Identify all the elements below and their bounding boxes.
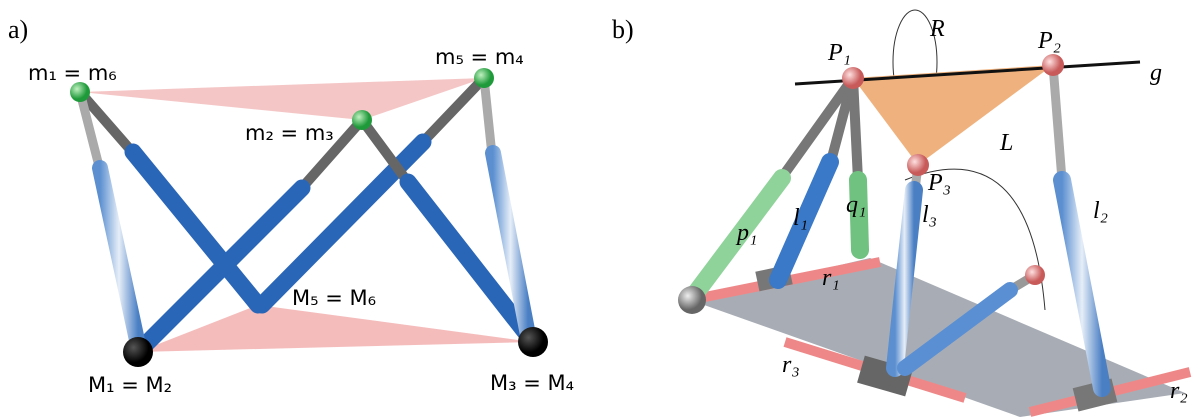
struts bbox=[80, 78, 533, 352]
platform bbox=[853, 65, 1053, 165]
label: m₅ = m₄ bbox=[435, 45, 524, 69]
label: m₂ = m₃ bbox=[245, 121, 334, 145]
joint bbox=[518, 327, 548, 357]
label: P₂ bbox=[1037, 28, 1061, 54]
joint bbox=[842, 67, 864, 89]
panel-b: b) P₁ P₂ P₃ R g L p₁ l₁ q₁ l₃ l₂ r₁ r₃ r… bbox=[612, 10, 1190, 417]
panel-a: a) m₁ = m₆ m₅ = m₄ m₂ = m₃ M₅ = M₆ M₁ = … bbox=[8, 15, 574, 397]
joint bbox=[678, 286, 706, 314]
joint bbox=[1025, 265, 1045, 285]
joint bbox=[907, 154, 929, 176]
joint bbox=[123, 337, 153, 367]
label: p₁ bbox=[735, 220, 757, 246]
label: M₃ = M₄ bbox=[490, 371, 574, 395]
label: l₃ bbox=[922, 202, 937, 228]
label: R bbox=[929, 16, 945, 42]
label: L bbox=[999, 130, 1013, 156]
label: g bbox=[1150, 60, 1162, 86]
joint bbox=[474, 68, 494, 88]
label: r₁ bbox=[822, 265, 840, 291]
top-triangle bbox=[80, 78, 484, 120]
bottom-triangle bbox=[138, 305, 533, 352]
label: l₂ bbox=[1093, 198, 1108, 224]
label: M₁ = M₂ bbox=[88, 373, 172, 397]
panel-tag: b) bbox=[612, 15, 634, 44]
joint bbox=[70, 82, 90, 102]
label: l₁ bbox=[793, 205, 808, 231]
figure: a) m₁ = m₆ m₅ = m₄ m₂ = m₃ M₅ = M₆ M₁ = … bbox=[0, 0, 1196, 419]
panel-tag: a) bbox=[8, 15, 28, 44]
label: P₁ bbox=[827, 40, 851, 66]
joint bbox=[1042, 54, 1064, 76]
label: P₃ bbox=[927, 170, 951, 196]
label: r₃ bbox=[782, 352, 800, 378]
joint bbox=[352, 110, 372, 130]
label: M₅ = M₆ bbox=[292, 286, 376, 310]
label: m₁ = m₆ bbox=[28, 61, 117, 85]
label: r₂ bbox=[1170, 378, 1188, 404]
label: q₁ bbox=[846, 192, 866, 218]
